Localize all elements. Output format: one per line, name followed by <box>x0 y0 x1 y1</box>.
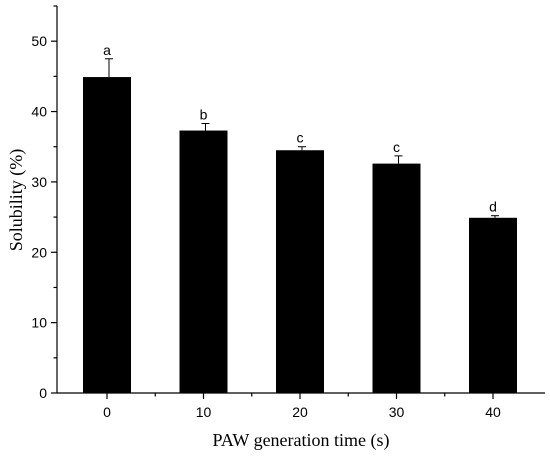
x-axis-title: PAW generation time (s) <box>212 430 389 451</box>
significance-label: a <box>103 42 111 58</box>
significance-label: c <box>393 139 400 155</box>
y-tick-label: 0 <box>39 385 47 401</box>
tick-labels: 0 10 20 30 40 50 0 a 10 b 20 c 30 c 40 d <box>31 33 501 420</box>
y-tick-label: 50 <box>31 33 47 49</box>
bar <box>372 163 421 393</box>
significance-label: c <box>297 130 304 146</box>
bar <box>83 77 131 394</box>
y-tick-label: 30 <box>31 174 47 190</box>
y-tick-label: 20 <box>31 244 47 260</box>
bar <box>179 130 228 393</box>
significance-label: d <box>489 199 497 215</box>
x-tick-label: 40 <box>485 404 501 420</box>
significance-label: b <box>200 107 208 123</box>
y-axis-title: Solubility (%) <box>6 149 27 252</box>
bars <box>83 58 517 394</box>
axis-ticks <box>51 5 494 399</box>
bar <box>276 150 324 393</box>
x-tick-label: 0 <box>103 404 111 420</box>
y-tick-label: 40 <box>31 104 47 120</box>
x-tick-label: 10 <box>196 404 212 420</box>
x-tick-label: 20 <box>292 404 308 420</box>
x-tick-label: 30 <box>389 404 405 420</box>
bar <box>469 217 517 393</box>
y-tick-label: 10 <box>31 315 47 331</box>
